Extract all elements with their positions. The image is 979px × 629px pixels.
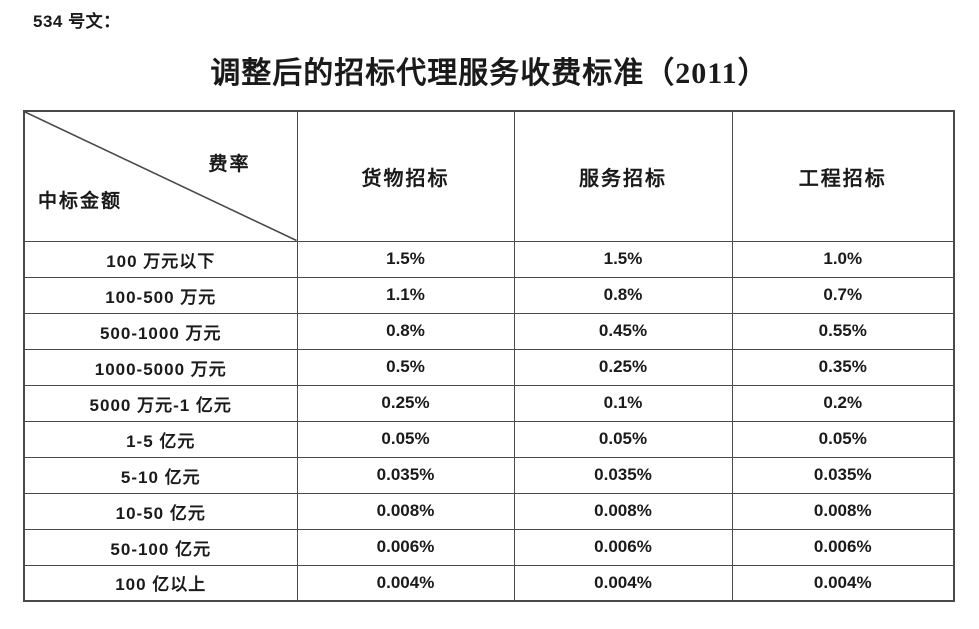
rate-cell: 0.35% [731,348,955,386]
rate-cell: 0.006% [296,528,515,566]
row-label-amount-range: 10-50 亿元 [23,492,298,530]
table-row: 1-5 亿元 0.05% 0.05% 0.05% [23,420,955,458]
rate-cell: 0.006% [731,528,955,566]
rate-cell: 0.008% [731,492,955,530]
table-row: 10-50 亿元 0.008% 0.008% 0.008% [23,492,955,530]
doc-number-label: 534 号文： [33,12,121,31]
rate-cell: 0.004% [731,564,955,602]
rate-cell: 0.2% [731,384,955,422]
rate-cell: 0.8% [296,312,515,350]
row-label-amount-range: 100 亿以上 [23,564,298,602]
row-label-amount-range: 1-5 亿元 [23,420,298,458]
table-row: 100 万元以下 1.5% 1.5% 1.0% [23,240,955,278]
rate-cell: 0.004% [513,564,733,602]
rate-cell: 0.006% [513,528,733,566]
rate-cell: 0.05% [513,420,733,458]
rate-cell: 0.035% [731,456,955,494]
column-header-services: 服务招标 [513,110,733,242]
rate-cell: 0.45% [513,312,733,350]
diagonal-divider-line [25,112,297,241]
rate-cell: 1.5% [513,240,733,278]
rate-cell: 1.0% [731,240,955,278]
rate-cell: 0.1% [513,384,733,422]
rate-cell: 0.035% [513,456,733,494]
table-row: 100 亿以上 0.004% 0.004% 0.004% [23,564,955,602]
rate-cell: 0.8% [513,276,733,314]
table-row: 500-1000 万元 0.8% 0.45% 0.55% [23,312,955,350]
rate-cell: 0.035% [296,456,515,494]
row-label-amount-range: 5000 万元-1 亿元 [23,384,298,422]
fee-table-body: 100 万元以下 1.5% 1.5% 1.0% 100-500 万元 1.1% 0.8% 0.… [23,240,955,602]
row-label-amount-range: 100-500 万元 [23,276,298,314]
table-row: 5-10 亿元 0.035% 0.035% 0.035% [23,456,955,494]
fee-rate-table: 费率 中标金额 货物招标 服务招标 工程招标 100 万元以下 1.5% 1.5% 1… [23,110,955,602]
rate-cell: 0.25% [513,348,733,386]
rate-cell: 0.004% [296,564,515,602]
row-label-amount-range: 50-100 亿元 [23,528,298,566]
row-label-amount-range: 500-1000 万元 [23,312,298,350]
row-label-amount-range: 5-10 亿元 [23,456,298,494]
rate-cell: 1.5% [296,240,515,278]
row-label-amount-range: 1000-5000 万元 [23,348,298,386]
table-row: 5000 万元-1 亿元 0.25% 0.1% 0.2% [23,384,955,422]
rate-cell: 0.55% [731,312,955,350]
rate-cell: 1.1% [296,276,515,314]
rate-cell: 0.25% [296,384,515,422]
rate-cell: 0.05% [731,420,955,458]
rate-cell: 0.05% [296,420,515,458]
header-row: 费率 中标金额 货物招标 服务招标 工程招标 [23,110,955,242]
page-title: 调整后的招标代理服务收费标准（2011） [210,57,769,90]
table-row: 50-100 亿元 0.006% 0.006% 0.006% [23,528,955,566]
rate-cell: 0.7% [731,276,955,314]
row-label-amount-range: 100 万元以下 [23,240,298,278]
corner-header-cell: 费率 中标金额 [23,110,298,242]
table-row: 1000-5000 万元 0.5% 0.25% 0.35% [23,348,955,386]
rate-cell: 0.008% [513,492,733,530]
rate-cell: 0.5% [296,348,515,386]
table-row: 100-500 万元 1.1% 0.8% 0.7% [23,276,955,314]
corner-label-rate: 费率 [208,154,251,175]
column-header-goods: 货物招标 [296,110,515,242]
corner-label-bid-amount: 中标金额 [38,191,123,212]
column-header-engineering: 工程招标 [731,110,955,242]
rate-cell: 0.008% [296,492,515,530]
